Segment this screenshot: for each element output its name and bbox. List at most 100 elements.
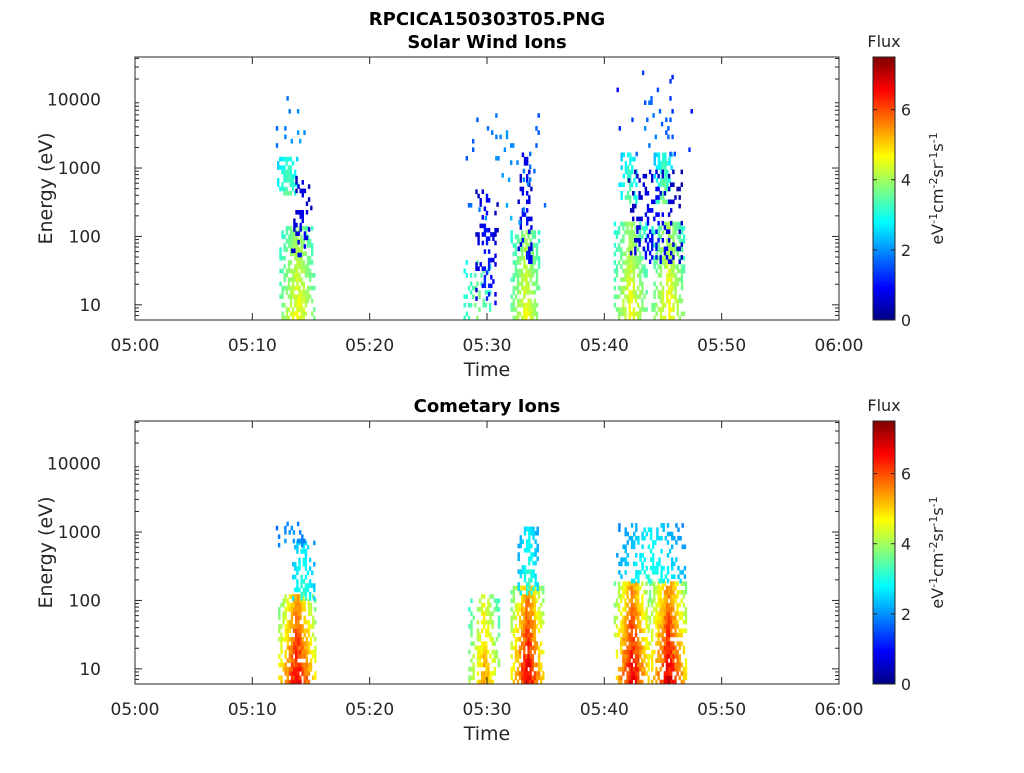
heatmap-cell <box>662 165 665 170</box>
heatmap-cell <box>510 619 513 625</box>
heatmap-cell <box>521 632 524 638</box>
heatmap-cell <box>512 585 515 591</box>
heatmap-cell <box>682 649 686 655</box>
heatmap-cell <box>626 298 629 304</box>
heatmap-cell <box>292 538 296 544</box>
heatmap-cell <box>469 273 473 278</box>
colorbar-segment <box>873 85 895 89</box>
heatmap-cell <box>670 290 673 295</box>
heatmap-cell <box>624 628 627 633</box>
heatmap-cell <box>295 619 298 625</box>
heatmap-cell <box>281 268 284 274</box>
heatmap-cell <box>480 611 484 616</box>
heatmap-cell <box>512 679 515 685</box>
heatmap-cell <box>641 594 644 599</box>
heatmap-cell <box>672 598 675 604</box>
heatmap-cell <box>676 611 679 616</box>
heatmap-cell <box>629 182 632 187</box>
heatmap-cell <box>666 523 670 528</box>
heatmap-cell <box>485 198 489 203</box>
heatmap-cell <box>537 230 541 235</box>
heatmap-cell <box>285 247 289 252</box>
heatmap-cell <box>678 195 681 200</box>
heatmap-cell <box>655 251 658 257</box>
heatmap-cell <box>514 607 518 612</box>
heatmap-cell <box>657 156 661 162</box>
heatmap-cell <box>484 290 488 295</box>
heatmap-cell <box>487 666 490 672</box>
heatmap-cell <box>678 229 681 234</box>
heatmap-cell <box>639 649 642 655</box>
heatmap-cell <box>537 619 541 625</box>
heatmap-cell <box>527 598 530 604</box>
heatmap-cell <box>657 161 661 166</box>
heatmap-cell <box>661 285 665 291</box>
heatmap-cell <box>660 570 663 575</box>
heatmap-cell <box>516 654 520 659</box>
heatmap-cell <box>483 602 486 608</box>
heatmap-cell <box>663 264 667 269</box>
colorbar-segment <box>873 151 895 155</box>
heatmap-cell <box>488 302 492 308</box>
heatmap-cell <box>651 242 654 247</box>
heatmap-cell <box>518 268 522 274</box>
heatmap-cell <box>300 302 303 308</box>
heatmap-cell <box>282 666 285 672</box>
colorbar-segment <box>873 665 895 669</box>
heatmap-cell <box>622 590 625 595</box>
heatmap-cell <box>639 602 642 608</box>
heatmap-cell <box>295 675 298 681</box>
heatmap-cell <box>293 169 297 175</box>
heatmap-cell <box>287 178 290 183</box>
heatmap-cell <box>622 298 625 304</box>
heatmap-cell <box>645 645 648 651</box>
heatmap-cell <box>303 641 306 646</box>
heatmap-cell <box>630 226 633 231</box>
heatmap-cell <box>289 268 293 274</box>
colorbar-segment <box>873 122 895 126</box>
heatmap-cell <box>531 654 534 659</box>
heatmap-cell <box>634 628 638 633</box>
heatmap-cell <box>630 602 633 608</box>
heatmap-cell <box>296 298 299 304</box>
heatmap-cell <box>309 649 313 655</box>
heatmap-cell <box>301 666 304 672</box>
heatmap-cell <box>626 152 630 158</box>
colorbar-segment <box>873 291 895 295</box>
colorbar-tick-label: 2 <box>901 605 911 624</box>
heatmap-cell <box>638 225 641 230</box>
heatmap-cell <box>661 230 665 235</box>
heatmap-cell <box>634 624 638 629</box>
heatmap-cell <box>295 231 298 236</box>
colorbar-segment <box>873 486 895 490</box>
heatmap-cell <box>672 624 675 629</box>
heatmap-cell <box>525 273 528 278</box>
heatmap-cell <box>296 294 299 299</box>
heatmap-cell <box>523 624 526 629</box>
heatmap-cell <box>517 556 520 562</box>
heatmap-cell <box>314 658 317 663</box>
heatmap-cell <box>680 273 684 278</box>
heatmap-cell <box>652 544 655 550</box>
heatmap-cell <box>655 624 658 629</box>
heatmap-cell <box>521 255 524 261</box>
heatmap-cell <box>659 161 663 166</box>
heatmap-cell <box>542 611 545 616</box>
heatmap-cell <box>680 281 684 287</box>
heatmap-cell <box>622 285 625 291</box>
heatmap-cell <box>491 649 494 655</box>
heatmap-cell <box>529 658 532 663</box>
heatmap-cell <box>279 255 282 261</box>
heatmap-cell <box>480 594 484 599</box>
heatmap-cell <box>653 161 656 166</box>
heatmap-cell <box>635 535 638 541</box>
colorbar-segment <box>873 610 895 614</box>
heatmap-cell <box>517 199 520 205</box>
heatmap-cell <box>303 231 307 236</box>
heatmap-cell <box>470 624 473 629</box>
heatmap-cell <box>301 641 304 646</box>
heatmap-cell <box>288 649 292 655</box>
heatmap-cell <box>510 160 513 165</box>
colorbar-segment <box>873 468 895 472</box>
